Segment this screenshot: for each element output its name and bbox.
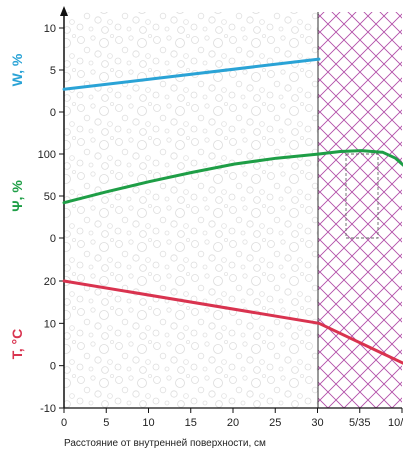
x-axis-label: Расстояние от внутренней поверхности, см [64,438,266,449]
y-tick-label: 100 [38,149,56,161]
y-tick-label: 0 [50,233,56,245]
insulation-hatch [318,12,402,408]
series-line-t [62,279,403,365]
y-tick-label: 10 [44,318,56,330]
x-tick-label: 0 [61,417,67,429]
series-line-psi [62,149,403,205]
concrete-region [64,12,318,408]
y-tick-label: 0 [50,361,56,373]
y-tick-label: 20 [44,276,56,288]
condensation-zone [345,153,379,239]
y-tick-label: 50 [44,191,56,203]
y-tick-label: 5 [50,65,56,77]
x-tick-label: 5/35 [349,417,370,429]
y-tick-label: -10 [40,403,56,415]
ylabel-t: T, °C [9,329,25,360]
x-tick-label: 10/ [388,417,403,429]
y-tick-label: 10 [44,23,56,35]
x-tick-label: 20 [227,417,239,429]
x-tick-label: 25 [269,417,281,429]
x-tick-label: 10 [142,417,154,429]
x-tick-label: 30 [311,417,323,429]
x-tick-label: 15 [185,417,197,429]
ylabel-psi: Ψ, % [9,180,25,212]
x-tick-label: 5 [103,417,109,429]
series-line-w [62,57,321,91]
y-axis-arrow [60,6,68,16]
y-tick-label: 0 [50,107,56,119]
ylabel-w: W, % [9,53,25,86]
